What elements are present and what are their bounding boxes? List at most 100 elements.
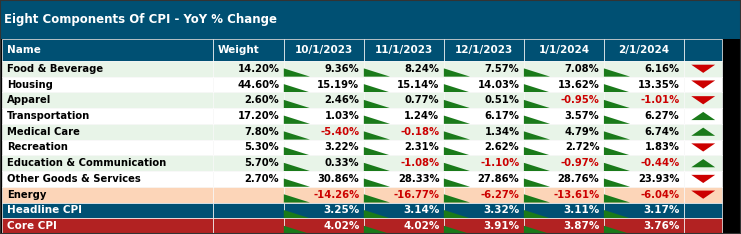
Polygon shape	[364, 163, 390, 171]
Text: 44.60%: 44.60%	[237, 80, 279, 90]
Polygon shape	[284, 84, 310, 92]
Polygon shape	[364, 131, 390, 140]
Text: Name: Name	[7, 45, 41, 55]
Text: 7.80%: 7.80%	[245, 127, 279, 137]
Text: 6.16%: 6.16%	[645, 64, 679, 74]
Text: 2.70%: 2.70%	[245, 174, 279, 184]
Bar	[2, 140, 213, 155]
Bar	[444, 140, 524, 155]
Text: 1.03%: 1.03%	[325, 111, 359, 121]
Polygon shape	[444, 210, 470, 218]
Polygon shape	[364, 100, 390, 108]
Polygon shape	[364, 226, 390, 234]
Text: Energy: Energy	[7, 190, 46, 200]
Bar	[364, 187, 444, 203]
Text: Education & Communication: Education & Communication	[7, 158, 166, 168]
Bar	[284, 61, 364, 77]
Polygon shape	[691, 128, 715, 136]
Polygon shape	[604, 226, 630, 234]
Text: 8.24%: 8.24%	[405, 64, 439, 74]
Text: 13.35%: 13.35%	[637, 80, 679, 90]
Text: 3.76%: 3.76%	[643, 221, 679, 231]
Bar	[2, 203, 213, 218]
Text: -0.44%: -0.44%	[640, 158, 679, 168]
Bar	[213, 187, 284, 203]
Text: -5.40%: -5.40%	[320, 127, 359, 137]
Bar	[284, 140, 364, 155]
Bar	[444, 61, 524, 77]
Text: 3.22%: 3.22%	[325, 143, 359, 153]
Bar	[604, 140, 684, 155]
Text: 3.17%: 3.17%	[643, 205, 679, 215]
Bar	[684, 171, 722, 187]
Bar	[604, 124, 684, 140]
Text: -13.61%: -13.61%	[554, 190, 599, 200]
Text: Medical Care: Medical Care	[7, 127, 79, 137]
Bar	[684, 203, 722, 218]
Bar	[284, 171, 364, 187]
Bar	[364, 140, 444, 155]
Bar	[524, 39, 604, 61]
Polygon shape	[444, 179, 470, 187]
Text: 30.86%: 30.86%	[318, 174, 359, 184]
Text: 23.93%: 23.93%	[638, 174, 679, 184]
Text: 3.91%: 3.91%	[483, 221, 519, 231]
Text: 7.57%: 7.57%	[485, 64, 519, 74]
Bar	[364, 155, 444, 171]
Text: 5.30%: 5.30%	[245, 143, 279, 153]
Text: -16.77%: -16.77%	[393, 190, 439, 200]
Text: 9.36%: 9.36%	[325, 64, 359, 74]
Polygon shape	[284, 100, 310, 108]
Bar	[684, 39, 722, 61]
Text: 4.79%: 4.79%	[565, 127, 599, 137]
Polygon shape	[691, 143, 715, 152]
Text: 17.20%: 17.20%	[238, 111, 279, 121]
Bar	[284, 155, 364, 171]
Bar	[684, 77, 722, 92]
Text: 2.62%: 2.62%	[485, 143, 519, 153]
Text: 3.14%: 3.14%	[403, 205, 439, 215]
Bar	[2, 108, 213, 124]
Text: 1.24%: 1.24%	[405, 111, 439, 121]
Bar	[364, 203, 444, 218]
Bar	[524, 203, 604, 218]
Polygon shape	[444, 116, 470, 124]
Bar	[364, 39, 444, 61]
Text: Other Goods & Services: Other Goods & Services	[7, 174, 140, 184]
Polygon shape	[364, 147, 390, 155]
Polygon shape	[691, 112, 715, 120]
Text: -1.01%: -1.01%	[640, 95, 679, 105]
Bar	[524, 140, 604, 155]
Polygon shape	[691, 159, 715, 167]
Text: 28.33%: 28.33%	[398, 174, 439, 184]
Bar	[444, 171, 524, 187]
Polygon shape	[604, 84, 630, 92]
Polygon shape	[524, 147, 550, 155]
Bar	[604, 108, 684, 124]
Bar	[364, 61, 444, 77]
Polygon shape	[524, 194, 550, 203]
Bar	[444, 39, 524, 61]
Bar	[364, 108, 444, 124]
Text: Apparel: Apparel	[7, 95, 51, 105]
Bar	[524, 155, 604, 171]
Bar	[2, 171, 213, 187]
Bar	[213, 92, 284, 108]
Bar	[364, 77, 444, 92]
Text: -6.27%: -6.27%	[481, 190, 519, 200]
Polygon shape	[364, 179, 390, 187]
Text: 1.34%: 1.34%	[485, 127, 519, 137]
Bar	[444, 203, 524, 218]
Polygon shape	[284, 226, 310, 234]
Polygon shape	[604, 163, 630, 171]
Text: 2.72%: 2.72%	[565, 143, 599, 153]
Polygon shape	[691, 175, 715, 183]
Text: 1/1/2024: 1/1/2024	[539, 45, 589, 55]
Bar	[2, 92, 213, 108]
Text: -1.08%: -1.08%	[400, 158, 439, 168]
Bar	[364, 171, 444, 187]
Bar	[524, 108, 604, 124]
Bar	[284, 203, 364, 218]
Polygon shape	[444, 226, 470, 234]
Bar	[213, 140, 284, 155]
